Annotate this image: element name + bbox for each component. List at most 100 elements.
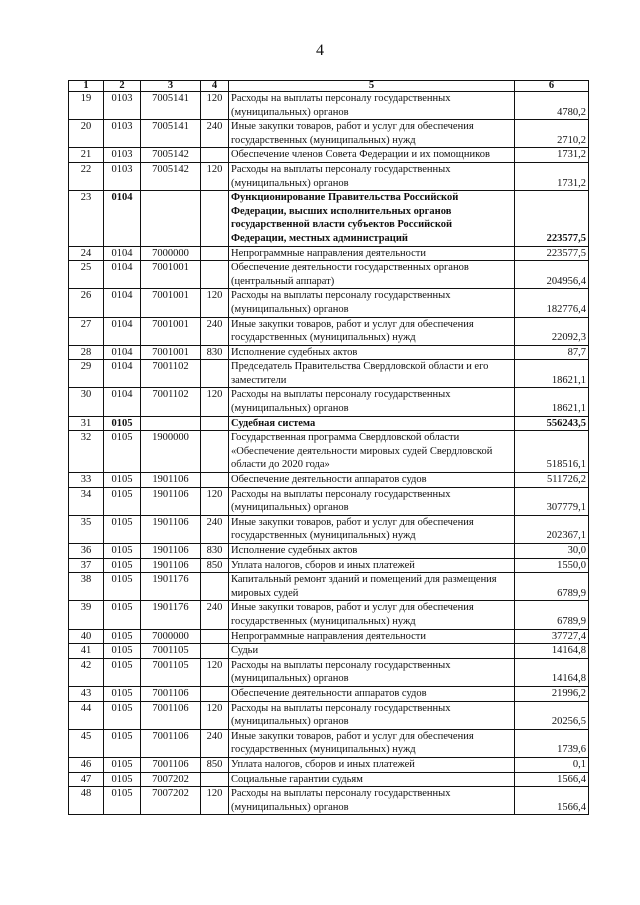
expense-kind [200, 147, 229, 163]
section-code-text: 0105 [111, 602, 133, 614]
item-name-line: Иные закупки товаров, работ и услуг для … [231, 318, 474, 330]
expense-kind: 120 [200, 486, 229, 516]
amount: 1731,2 [514, 147, 589, 163]
section-code-text: 0105 [111, 702, 133, 714]
section-code-text: 0104 [111, 361, 133, 373]
expense-kind-text: 120 [206, 290, 223, 302]
row-number-text: 22 [80, 163, 92, 175]
section-code: 0105 [103, 685, 141, 702]
amount: 518516,1 [514, 430, 589, 474]
item-name-line: Функционирование Правительства Российско… [231, 192, 459, 204]
table-row: 40 0105 7000000 Непрограммные направления д… [68, 628, 589, 645]
row-number-text: 42 [80, 659, 92, 671]
table-row: 43 0105 7001106 Обеспечение деятельности ап… [68, 685, 589, 702]
header-cell: 3 [140, 80, 201, 92]
item-name-line: Исполнение судебных актов [231, 346, 358, 358]
row-number: 24 [68, 245, 104, 262]
item-name-line: (муниципальных) органов [231, 716, 349, 728]
item-name-line: Социальные гарантии судьям [231, 773, 363, 785]
section-code: 0105 [103, 543, 141, 559]
row-number: 36 [68, 543, 104, 559]
row-number: 27 [68, 316, 104, 346]
item-name-line: (центральный аппарат) [231, 275, 335, 287]
target-code: 1901106 [140, 486, 201, 516]
amount: 202367,1 [514, 514, 589, 545]
row-number-text: 20 [80, 121, 92, 133]
target-code: 1900000 [140, 430, 201, 474]
item-name-line: Уплата налогов, сборов и иных платежей [231, 758, 415, 770]
expense-kind: 120 [200, 786, 229, 816]
item-name: Иные закупки товаров, работ и услуг для … [228, 728, 515, 758]
item-name: Расходы на выплаты персоналу государстве… [228, 387, 515, 417]
amount: 223577,5 [514, 190, 589, 247]
amount-text: 204956,4 [546, 275, 586, 287]
amount-text: 511726,2 [547, 474, 586, 486]
item-name: Исполнение судебных актов [228, 543, 515, 559]
row-number: 34 [68, 486, 104, 516]
amount-text: 202367,1 [546, 530, 586, 542]
expense-kind: 850 [200, 756, 229, 773]
section-code: 0105 [103, 756, 141, 773]
section-code: 0103 [103, 161, 141, 192]
target-code: 1901176 [140, 572, 201, 602]
row-number: 23 [68, 190, 104, 247]
section-code-text: 0105 [111, 574, 133, 586]
table-row: 19 0103 7005141 120 Расходы на выплаты персо… [68, 90, 589, 121]
table-row: 42 0105 7001105 120 Расходы на выплаты персо… [68, 657, 589, 687]
target-code-text: 7001106 [152, 687, 189, 699]
item-name-line: Иные закупки товаров, работ и услуг для … [231, 602, 474, 614]
item-name: Непрограммные направления деятельности [228, 245, 515, 262]
item-name: Расходы на выплаты персоналу государстве… [228, 90, 515, 121]
item-name-line: Расходы на выплаты персоналу государстве… [231, 488, 451, 500]
section-code: 0105 [103, 657, 141, 687]
table-row: 41 0105 7001105 Судьи 14164,8 [68, 643, 589, 659]
section-code: 0104 [103, 344, 141, 361]
item-name: Обеспечение деятельности государственных… [228, 260, 515, 290]
expense-kind: 120 [200, 161, 229, 192]
row-number-text: 28 [80, 346, 92, 358]
item-name-line: Иные закупки товаров, работ и услуг для … [231, 121, 474, 133]
section-code-text: 0103 [111, 121, 133, 133]
row-number: 38 [68, 572, 104, 602]
amount: 0,1 [514, 756, 589, 773]
section-code-text: 0105 [111, 432, 133, 444]
item-name: Исполнение судебных актов [228, 344, 515, 361]
table-row: 33 0105 1901106 Обеспечение деятельности ап… [68, 472, 589, 488]
target-code-text: 7001001 [152, 318, 189, 330]
amount: 2710,2 [514, 119, 589, 149]
row-number-text: 38 [80, 574, 92, 586]
table-row: 29 0104 7001102 Председатель Правительства … [68, 359, 589, 389]
row-number-text: 44 [80, 702, 92, 714]
amount: 14164,8 [514, 643, 589, 659]
amount-text: 14164,8 [551, 645, 586, 657]
expense-kind [200, 430, 229, 474]
row-number-text: 37 [80, 559, 92, 571]
row-number-text: 41 [80, 645, 92, 657]
table-row: 20 0103 7005141 240 Иные закупки товаров, ра… [68, 119, 589, 149]
item-name: Судебная система [228, 415, 515, 432]
expense-kind [200, 190, 229, 247]
expense-kind-text: 850 [206, 559, 223, 571]
expense-kind [200, 628, 229, 645]
expense-kind-text: 120 [206, 702, 223, 714]
table-row: 30 0104 7001102 120 Расходы на выплаты персо… [68, 387, 589, 417]
row-number: 33 [68, 472, 104, 488]
row-number-text: 34 [80, 488, 92, 500]
expense-kind [200, 472, 229, 488]
amount-text: 2710,2 [557, 134, 586, 146]
amount: 204956,4 [514, 260, 589, 290]
section-code-text: 0104 [111, 192, 133, 204]
expense-kind: 240 [200, 600, 229, 630]
row-number: 29 [68, 359, 104, 389]
item-name-line: государственных (муниципальных) нужд [231, 332, 416, 344]
expense-kind-text: 830 [206, 545, 223, 556]
item-name-line: Непрограммные направления деятельности [231, 630, 427, 642]
item-name-line: Иные закупки товаров, работ и услуг для … [231, 730, 474, 742]
item-name: Расходы на выплаты персоналу государстве… [228, 700, 515, 730]
row-number: 40 [68, 628, 104, 645]
amount: 4780,2 [514, 90, 589, 121]
item-name-line: государственных (муниципальных) нужд [231, 530, 416, 542]
target-code: 1901106 [140, 472, 201, 488]
expense-kind-text: 120 [206, 93, 223, 104]
table-row: 28 0104 7001001 830 Исполнение судебных акто… [68, 344, 589, 361]
